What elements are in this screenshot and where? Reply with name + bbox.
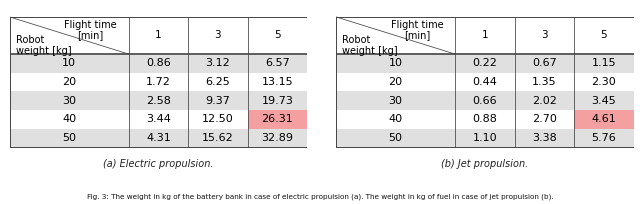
Text: 5.76: 5.76 xyxy=(591,133,616,143)
Text: 9.37: 9.37 xyxy=(205,96,230,106)
Text: Flight time: Flight time xyxy=(390,20,444,30)
Text: 19.73: 19.73 xyxy=(262,96,293,106)
Text: weight [kg]: weight [kg] xyxy=(342,46,397,56)
Text: 3: 3 xyxy=(214,30,221,40)
Text: 6.25: 6.25 xyxy=(205,77,230,87)
Text: 2.02: 2.02 xyxy=(532,96,557,106)
Text: 0.67: 0.67 xyxy=(532,58,557,68)
Text: 32.89: 32.89 xyxy=(262,133,294,143)
Bar xyxy=(336,54,634,73)
Text: 1.15: 1.15 xyxy=(591,58,616,68)
Text: 0.88: 0.88 xyxy=(472,114,497,124)
Text: 0.66: 0.66 xyxy=(472,96,497,106)
Bar xyxy=(336,110,634,129)
Text: 20: 20 xyxy=(388,77,403,87)
Text: 4.61: 4.61 xyxy=(591,114,616,124)
Text: 4.31: 4.31 xyxy=(146,133,171,143)
Text: Flight time: Flight time xyxy=(64,20,117,30)
Text: 30: 30 xyxy=(62,96,76,106)
Bar xyxy=(336,73,634,91)
Text: weight [kg]: weight [kg] xyxy=(15,46,71,56)
Text: 30: 30 xyxy=(388,96,403,106)
Bar xyxy=(574,110,634,129)
Text: 5: 5 xyxy=(274,30,281,40)
Text: 40: 40 xyxy=(388,114,403,124)
Text: 3.45: 3.45 xyxy=(591,96,616,106)
Text: 1.72: 1.72 xyxy=(146,77,171,87)
Text: 12.50: 12.50 xyxy=(202,114,234,124)
Text: 5: 5 xyxy=(600,30,607,40)
Text: 0.44: 0.44 xyxy=(472,77,497,87)
Bar xyxy=(10,91,307,110)
Text: 10: 10 xyxy=(62,58,76,68)
Text: 0.86: 0.86 xyxy=(146,58,171,68)
Bar xyxy=(10,110,307,129)
Text: 2.58: 2.58 xyxy=(146,96,171,106)
Text: 13.15: 13.15 xyxy=(262,77,293,87)
Bar xyxy=(10,73,307,91)
Text: [min]: [min] xyxy=(404,30,430,40)
Text: 3.12: 3.12 xyxy=(205,58,230,68)
Text: 3.44: 3.44 xyxy=(146,114,171,124)
Text: Fig. 3: The weight in kg of the battery bank in case of electric propulsion (a).: Fig. 3: The weight in kg of the battery … xyxy=(86,193,554,200)
Bar xyxy=(336,129,634,147)
Bar xyxy=(248,110,307,129)
Text: 1.35: 1.35 xyxy=(532,77,557,87)
Text: 15.62: 15.62 xyxy=(202,133,234,143)
Bar xyxy=(10,54,307,73)
Text: 50: 50 xyxy=(62,133,76,143)
Text: (a) Electric propulsion.: (a) Electric propulsion. xyxy=(103,159,214,169)
Text: [min]: [min] xyxy=(77,30,104,40)
Text: 3.38: 3.38 xyxy=(532,133,557,143)
Text: Robot: Robot xyxy=(15,35,44,45)
Bar xyxy=(336,91,634,110)
Text: 6.57: 6.57 xyxy=(265,58,290,68)
Text: 2.70: 2.70 xyxy=(532,114,557,124)
Text: Robot: Robot xyxy=(342,35,371,45)
Text: 26.31: 26.31 xyxy=(262,114,293,124)
Text: 50: 50 xyxy=(388,133,403,143)
Text: 1: 1 xyxy=(481,30,488,40)
Bar xyxy=(10,129,307,147)
Text: 1: 1 xyxy=(155,30,162,40)
Text: 2.30: 2.30 xyxy=(591,77,616,87)
Text: (b) Jet propulsion.: (b) Jet propulsion. xyxy=(441,159,529,169)
Text: 20: 20 xyxy=(62,77,76,87)
Text: 10: 10 xyxy=(388,58,403,68)
Text: 3: 3 xyxy=(541,30,548,40)
Text: 40: 40 xyxy=(62,114,76,124)
Text: 0.22: 0.22 xyxy=(472,58,497,68)
Text: 1.10: 1.10 xyxy=(472,133,497,143)
